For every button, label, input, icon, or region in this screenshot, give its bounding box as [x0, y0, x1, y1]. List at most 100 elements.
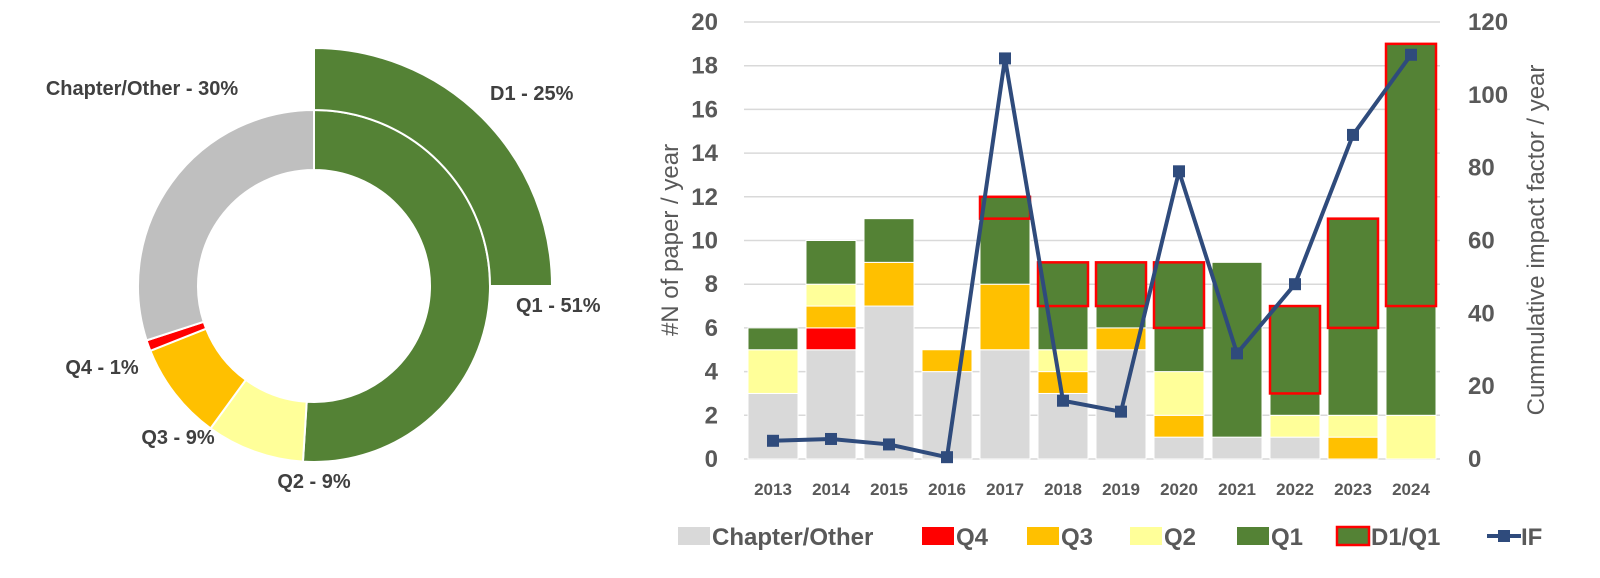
bar-q2-2024 [1385, 414, 1437, 460]
bar-q2-2020 [1153, 371, 1205, 416]
bar-q2-2018 [1037, 349, 1089, 373]
y2-axis-title: Cummulative impact factor / year [1523, 65, 1550, 416]
y-tick-label: 2 [705, 402, 718, 429]
legend-swatch-q4 [922, 527, 954, 545]
x-tick-label: 2017 [986, 480, 1024, 499]
donut-label-q2: Q2 - 9% [277, 471, 351, 493]
bar-q1-2024 [1385, 43, 1437, 416]
bar-q3-2023 [1327, 436, 1379, 460]
bar-q3-2014 [805, 305, 857, 329]
y-tick-label: 4 [705, 359, 719, 386]
legend-label-q3: Q3 [1061, 524, 1093, 551]
x-tick-label: 2016 [928, 480, 966, 499]
bar-stacks [747, 42, 1438, 460]
donut-label-q1: Q1 - 51% [516, 295, 601, 317]
bar-q1-2020 [1153, 261, 1205, 373]
x-tick-label: 2013 [754, 480, 792, 499]
if-point-2021 [1231, 347, 1243, 360]
legend-marker-if [1498, 530, 1510, 542]
y-tick-label: 18 [691, 53, 718, 80]
y-tick-label: 8 [705, 271, 718, 298]
x-tick-label: 2024 [1392, 480, 1430, 499]
bar-q1-2022 [1269, 305, 1321, 416]
bar-d1-outline-2020 [1152, 261, 1206, 330]
bar-q3-2015 [863, 261, 915, 307]
bar-chapter-other-2022 [1269, 436, 1321, 460]
y-tick-label: 14 [691, 140, 718, 167]
donut-chart: Q1 - 51% Q2 - 9% Q3 - 9% Q4 - 1% Chapter/Oth… [46, 46, 601, 493]
if-point-2019 [1115, 405, 1127, 418]
bar-q1-2015 [863, 218, 915, 263]
y-tick-label: 20 [691, 9, 718, 36]
legend-swatch-q2 [1130, 527, 1162, 545]
y2-tick-label: 100 [1468, 82, 1508, 109]
y-tick-label: 16 [691, 96, 718, 123]
bar-chapter-other-2013 [747, 392, 799, 460]
bar-q1-2019 [1095, 261, 1147, 329]
bar-q2-2014 [805, 283, 857, 307]
bar-q1-2017 [979, 196, 1031, 285]
if-point-2024 [1405, 48, 1417, 61]
axes: #N of paper / year Cummulative impact fa… [657, 9, 1550, 499]
if-point-2016 [941, 451, 953, 464]
y-tick-label: 0 [705, 446, 718, 473]
legend-swatch-q1 [1237, 527, 1269, 545]
if-line [767, 48, 1417, 464]
y2-tick-label: 20 [1468, 373, 1495, 400]
bar-d1-outline-2024 [1384, 42, 1438, 308]
x-tick-label: 2021 [1218, 480, 1256, 499]
if-point-2017 [999, 52, 1011, 65]
bar-d1-outline-2019 [1094, 261, 1148, 308]
y-axis-title: #N of paper / year [657, 144, 684, 336]
donut-label-chapter-other: Chapter/Other - 30% [46, 78, 238, 100]
if-point-2013 [767, 434, 779, 447]
x-tick-label: 2022 [1276, 480, 1314, 499]
bar-q3-2016 [921, 349, 973, 373]
donut-label-q4: Q4 - 1% [65, 357, 139, 379]
x-tick-label: 2023 [1334, 480, 1372, 499]
bar-q2-2023 [1327, 414, 1379, 438]
y2-tick-label: 120 [1468, 9, 1508, 36]
y2-tick-label: 0 [1468, 446, 1481, 473]
if-point-2015 [883, 438, 895, 451]
bar-q1-2014 [805, 240, 857, 285]
y2-tick-label: 80 [1468, 155, 1495, 182]
legend-label-chapter-other: Chapter/Other [712, 524, 873, 551]
bar-q3-2017 [979, 283, 1031, 351]
bar-q2-2022 [1269, 414, 1321, 438]
bar-q1-2023 [1327, 218, 1379, 416]
x-tick-label: 2015 [870, 480, 908, 499]
bar-q1-2013 [747, 327, 799, 351]
bar-q3-2020 [1153, 414, 1205, 438]
x-tick-label: 2014 [812, 480, 850, 499]
y-tick-label: 10 [691, 228, 718, 255]
if-point-2020 [1173, 165, 1185, 178]
legend-swatch-chapter-other [678, 527, 710, 545]
donut-slice-chapter-other [137, 108, 315, 342]
x-tick-label: 2020 [1160, 480, 1198, 499]
legend-swatch-d1-q1 [1335, 525, 1371, 547]
bar-chapter-other-2021 [1211, 436, 1263, 460]
if-point-2018 [1057, 394, 1069, 407]
if-point-2023 [1347, 128, 1359, 141]
if-line-path [772, 53, 1413, 460]
y2-tick-label: 60 [1468, 228, 1495, 255]
donut-label-d1: D1 - 25% [490, 83, 574, 105]
legend-label-q1: Q1 [1271, 524, 1303, 551]
legend-label-q4: Q4 [956, 524, 989, 551]
legend-label-q2: Q2 [1164, 524, 1196, 551]
bar-q4-2014 [805, 327, 857, 351]
legend-label-if: IF [1521, 524, 1542, 551]
bar-chapter-other-2017 [979, 349, 1031, 460]
donut-label-q3: Q3 - 9% [141, 427, 215, 449]
if-point-2022 [1289, 278, 1301, 291]
gridlines [744, 21, 1440, 460]
bar-d1-outline-2023 [1326, 217, 1380, 330]
y-tick-label: 12 [691, 184, 718, 211]
donut-slice-d1 [313, 46, 554, 287]
legend-swatch-q3 [1027, 527, 1059, 545]
bar-chart: #N of paper / year Cummulative impact fa… [657, 9, 1550, 551]
legend: Chapter/Other Q4 Q3 Q2 Q1 D1/Q1 IF [678, 524, 1542, 551]
if-point-2014 [825, 432, 837, 445]
